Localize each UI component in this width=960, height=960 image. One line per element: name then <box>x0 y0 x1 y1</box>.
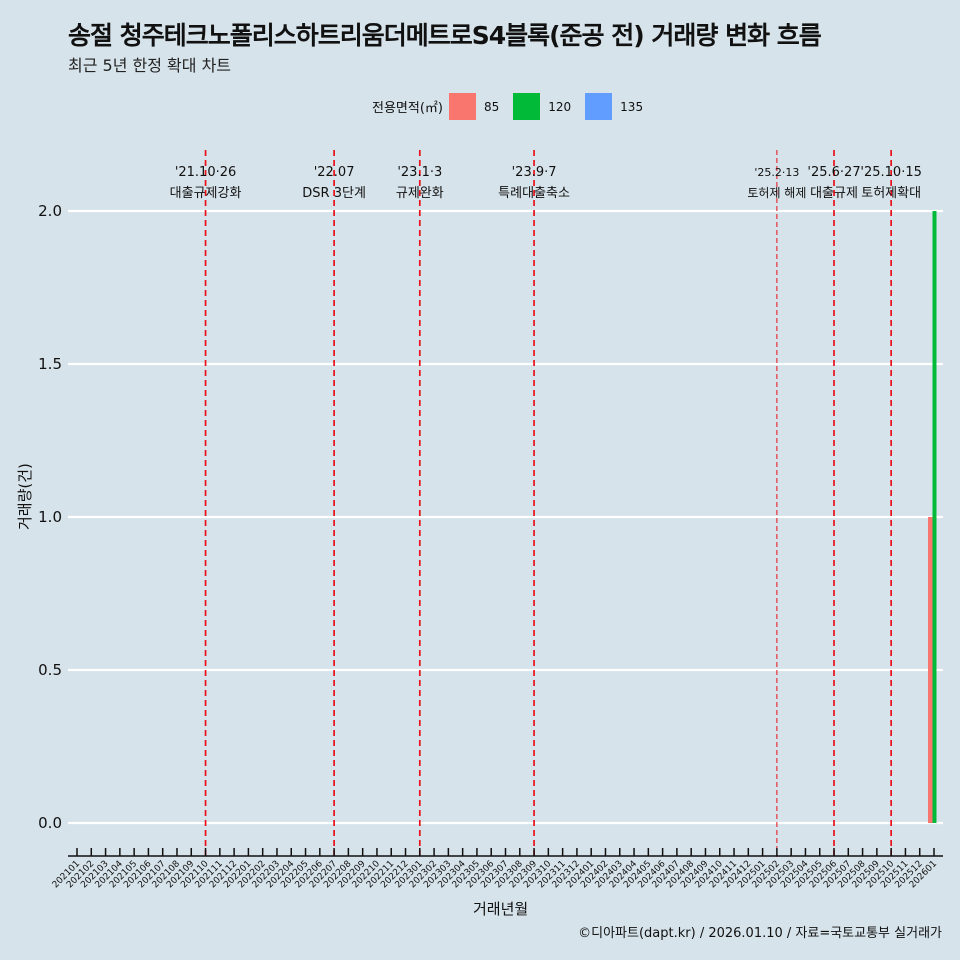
source-caption: ©디아파트(dapt.kr) / 2026.01.10 / 자료=국토교통부 실… <box>578 926 942 941</box>
event-label: 토허제확대 <box>861 186 921 201</box>
legend-label-135: 135 <box>620 99 644 114</box>
event-label: DSR 3단계 <box>302 186 366 201</box>
y-tick-label: 2.0 <box>38 202 62 220</box>
chart-title: 송절 청주테크노폴리스하트리움더메트로S4블록(준공 전) 거래량 변화 흐름 <box>68 21 822 50</box>
legend-swatch-85 <box>448 93 476 120</box>
legend-label-85: 85 <box>483 99 500 114</box>
bar-85 <box>928 517 933 823</box>
event-date: '21.10·26 <box>175 165 236 180</box>
event-label: 대출규제 <box>810 186 858 201</box>
event-label: 토허제 해제 <box>747 186 806 200</box>
legend-label-120: 120 <box>548 99 572 114</box>
event-date: '23.9·7 <box>512 165 557 180</box>
y-tick-label: 0.5 <box>38 661 62 679</box>
y-axis-title: 거래량(건) <box>16 463 34 530</box>
chart-subtitle: 최근 5년 한정 확대 차트 <box>68 56 232 75</box>
event-label: 대출규제강화 <box>170 186 242 201</box>
event-date: '23.1·3 <box>397 165 442 180</box>
event-date: '25.6·27 <box>807 165 860 180</box>
x-axis-title: 거래년월 <box>473 900 529 918</box>
event-date: '22.07 <box>314 165 355 180</box>
y-tick-label: 0.0 <box>38 814 62 832</box>
event-label: 규제완화 <box>396 186 444 201</box>
event-date: '25.10·15 <box>860 165 921 180</box>
legend: 전용면적(㎡) 85 120 135 <box>372 93 657 120</box>
event-label: 특례대출축소 <box>498 186 570 201</box>
event-date: '25.2·13 <box>754 166 799 179</box>
y-tick-label: 1.0 <box>38 508 62 526</box>
legend-swatch-120 <box>513 93 541 120</box>
legend-swatch-135 <box>585 93 613 120</box>
bar-120 <box>932 211 937 823</box>
y-tick-label: 1.5 <box>38 355 62 373</box>
legend-title: 전용면적(㎡) <box>372 101 443 116</box>
